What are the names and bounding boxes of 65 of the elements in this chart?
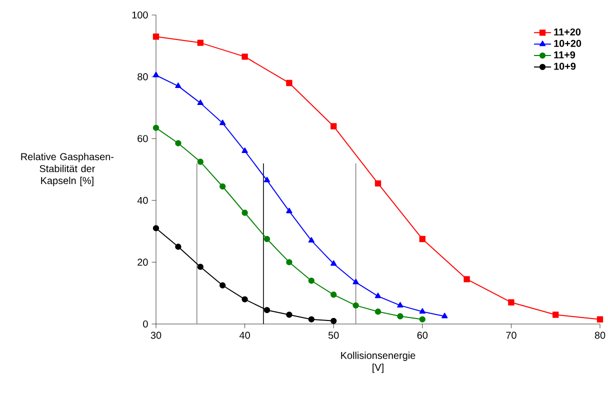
- point: [464, 276, 470, 282]
- point: [419, 236, 426, 242]
- y-tick-label: 40: [137, 196, 148, 204]
- x-tick-label: 30: [150, 332, 162, 339]
- point: [419, 308, 426, 314]
- y-tick-label: 80: [138, 73, 148, 80]
- x-tick-label: 50: [328, 332, 339, 339]
- point: [175, 140, 182, 146]
- point: [197, 40, 204, 46]
- legend-label: 11+20: [554, 28, 581, 36]
- point: [242, 296, 248, 302]
- point: [330, 292, 337, 298]
- point: [152, 72, 160, 78]
- y-tick-label: 100: [132, 11, 148, 19]
- point: [419, 316, 426, 322]
- point: [175, 82, 182, 88]
- x-tick-label: 40: [239, 332, 250, 339]
- point: [286, 80, 292, 86]
- y-axis-title: Relative Gasphasen-Stabilität der Kapseln [%]: [21, 152, 114, 186]
- point: [397, 313, 404, 320]
- legend-label: 11+9: [554, 51, 576, 58]
- point: [508, 299, 514, 306]
- point: [552, 312, 559, 318]
- point: [308, 278, 314, 284]
- point: [286, 208, 292, 214]
- y-tick-label: 0: [143, 320, 148, 328]
- x-axis-title: Kollisionsenergie [V]: [341, 352, 416, 373]
- legend-label: 10+20: [554, 40, 582, 47]
- point: [442, 312, 448, 318]
- y-tick-label: 60: [138, 135, 148, 142]
- point: [220, 282, 226, 288]
- point: [352, 302, 359, 309]
- x-tick-label: 60: [417, 332, 428, 339]
- point: [197, 100, 204, 106]
- point: [374, 292, 382, 298]
- point: [286, 259, 292, 266]
- point: [330, 318, 337, 324]
- point: [152, 124, 160, 131]
- point: [308, 316, 314, 322]
- point: [152, 34, 160, 40]
- point: [242, 210, 248, 216]
- point: [264, 176, 270, 182]
- point: [286, 312, 292, 318]
- x-tick-label: 70: [506, 332, 516, 339]
- point: [197, 158, 204, 165]
- point: [220, 183, 226, 190]
- point: [330, 260, 337, 266]
- point: [152, 225, 160, 232]
- point: [352, 278, 359, 284]
- point: [175, 244, 182, 250]
- point: [197, 264, 204, 270]
- y-tick-label: 20: [138, 258, 148, 266]
- point: [374, 180, 382, 186]
- x-tick-label: 80: [594, 332, 606, 339]
- point: [397, 302, 404, 308]
- point: [220, 120, 226, 126]
- point: [330, 123, 337, 130]
- point: [242, 147, 248, 153]
- legend-label: 10+9: [554, 62, 576, 70]
- point: [242, 54, 248, 60]
- point: [596, 316, 604, 322]
- point: [308, 237, 314, 243]
- point: [374, 308, 382, 315]
- point: [264, 236, 270, 242]
- point: [264, 307, 270, 314]
